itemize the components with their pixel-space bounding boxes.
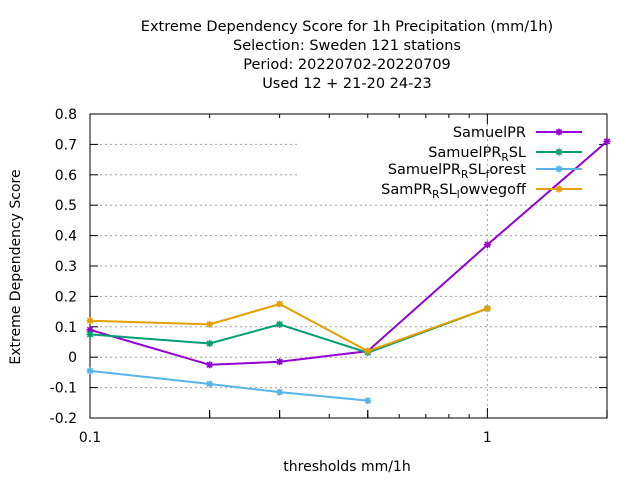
data-point: [364, 347, 372, 355]
y-tick-label: 0.4: [55, 229, 77, 245]
y-tick-label: 0.7: [55, 137, 77, 153]
data-point: [555, 148, 563, 156]
legend-label: SamuelPR: [453, 125, 526, 141]
data-point: [206, 361, 214, 369]
series-1: [86, 137, 611, 369]
series-3: [86, 367, 372, 405]
legend-item: SamPRRSLlowvegoff: [381, 182, 582, 201]
data-point: [483, 241, 491, 249]
data-point: [276, 358, 284, 366]
y-tick-label: 0.8: [55, 107, 77, 123]
series-line: [89, 140, 608, 366]
y-tick-label: 0.1: [55, 320, 77, 336]
data-point: [86, 317, 94, 325]
legend-label: SamuelPRRSL: [428, 145, 526, 164]
x-axis-label: thresholds mm/1h: [283, 459, 410, 475]
data-point: [555, 128, 563, 136]
plot-frame: [89, 113, 608, 419]
data-point: [483, 305, 491, 313]
title-line: Selection: Sweden 121 stations: [233, 38, 461, 54]
chart-title: Extreme Dependency Score for 1h Precipit…: [141, 19, 553, 92]
y-tick-label: 0.5: [55, 198, 77, 214]
data-point: [206, 340, 214, 348]
y-tick-label: 0.2: [55, 289, 77, 305]
legend: SamuelPR SamuelPRRSLSamuelPRRSLforestSamP…: [381, 125, 582, 201]
title-line: Used 12 + 21-20 24-23: [262, 76, 432, 92]
series-2: [86, 305, 491, 357]
legend-label: SamPRRSLlowvegoff: [381, 182, 527, 201]
series-4: [86, 300, 491, 355]
data-point: [555, 165, 563, 173]
data-point: [276, 300, 284, 308]
data-point: [206, 380, 214, 388]
data-point: [555, 185, 563, 193]
x-tick-label: 1: [483, 430, 492, 446]
series-line: [89, 369, 368, 402]
data-point: [276, 320, 284, 328]
title-line: Extreme Dependency Score for 1h Precipit…: [141, 19, 553, 35]
data-point: [276, 388, 284, 396]
legend-item: SamuelPRRSL: [428, 145, 582, 164]
series: [86, 137, 611, 405]
legend-item: SamuelPRRSLforest: [388, 162, 582, 181]
y-tick-label: -0.1: [50, 381, 77, 397]
x-tick-label: 0.1: [79, 430, 101, 446]
y-tick-label: -0.2: [50, 411, 77, 427]
legend-label: SamuelPRRSLforest: [388, 162, 526, 181]
y-tick-label: 0.6: [55, 168, 77, 184]
y-tick-label: 0: [68, 350, 77, 366]
data-point: [364, 397, 372, 405]
data-point: [86, 330, 94, 338]
y-axis-label: Extreme Dependency Score: [8, 169, 24, 364]
legend-item: SamuelPR: [453, 125, 582, 141]
data-point: [206, 320, 214, 328]
title-line: Period: 20220702-20220709: [243, 57, 451, 73]
grid: [90, 114, 607, 418]
axis-ticks: 0.80.70.60.50.40.30.20.10-0.1-0.20.1 1: [50, 107, 608, 446]
data-point: [603, 137, 611, 145]
y-tick-label: 0.3: [55, 259, 77, 275]
data-point: [86, 367, 94, 375]
